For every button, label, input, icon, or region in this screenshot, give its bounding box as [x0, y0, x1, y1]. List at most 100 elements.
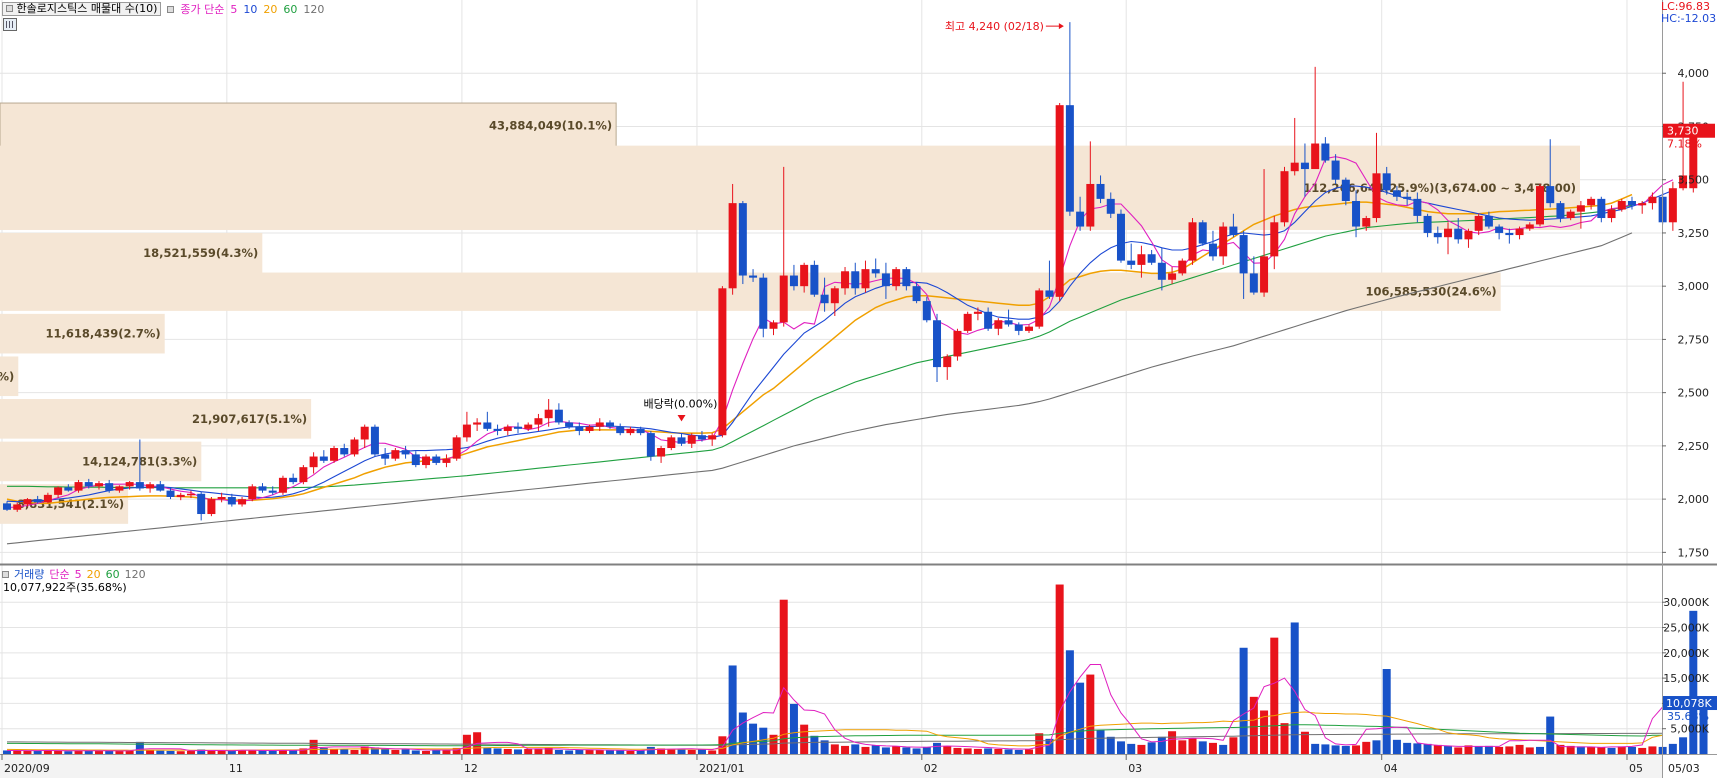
candle-body	[381, 454, 390, 459]
volume-bar	[1219, 744, 1228, 754]
volume-bar	[922, 746, 931, 754]
volume-bar	[984, 748, 993, 754]
candle-body	[830, 288, 839, 304]
volume-ma-20[interactable]: 20	[86, 567, 101, 581]
volume-bar	[207, 750, 216, 754]
volume-bar	[1208, 742, 1217, 754]
candle-body	[810, 264, 819, 295]
candle-body	[1137, 254, 1146, 265]
candle-body	[657, 448, 666, 457]
volume-bar	[851, 744, 860, 754]
chart-title: 한솔로지스틱스 매물대 수(10)	[16, 2, 158, 15]
candle-body	[268, 490, 277, 493]
candle-body	[432, 456, 441, 463]
volume-ma-60[interactable]: 60	[105, 567, 120, 581]
candle-body	[851, 271, 860, 289]
volume-profile-label: 21,907,617(5.1%)	[192, 412, 307, 426]
candle-body	[1229, 226, 1238, 236]
candle-body	[728, 203, 737, 289]
volume-bar	[830, 744, 839, 754]
candle-body	[401, 450, 410, 455]
volume-bar	[268, 750, 277, 754]
volume-bar	[330, 748, 339, 754]
candle-body	[738, 203, 747, 276]
volume-bar	[544, 747, 553, 754]
candle-body	[1116, 213, 1125, 261]
ma-legend-10[interactable]: 10	[243, 2, 258, 16]
volume-bar	[1403, 742, 1412, 754]
volume-bar	[1546, 716, 1555, 754]
dividend-annotation: 배당락(0.00%)	[644, 398, 718, 411]
ma-legend-5[interactable]: 5	[230, 2, 238, 16]
volume-bar	[708, 750, 717, 754]
candle-body	[452, 437, 461, 459]
volume-tick-label: 20,000K	[1663, 647, 1709, 660]
candle-body	[289, 477, 298, 483]
candle-body	[667, 437, 676, 449]
volume-bar	[871, 745, 880, 754]
volume-bar	[1525, 747, 1534, 754]
volume-bar	[595, 749, 604, 754]
volume-bar	[667, 748, 676, 754]
candle-body	[749, 275, 758, 278]
volume-ma-120[interactable]: 120	[124, 567, 146, 581]
candle-body	[84, 482, 93, 487]
candle-body	[248, 486, 257, 500]
volume-bar	[125, 750, 134, 754]
candle-body	[1157, 262, 1166, 280]
volume-ma60-line	[7, 724, 1663, 747]
candle-body	[1045, 290, 1054, 297]
ma-legend-60[interactable]: 60	[283, 2, 298, 16]
volume-bar	[841, 745, 850, 754]
ma-legend-20[interactable]: 20	[263, 2, 278, 16]
volume-bar	[1260, 710, 1269, 754]
volume-bar	[248, 749, 257, 754]
candle-body	[1689, 130, 1698, 189]
candle-body	[1444, 228, 1453, 238]
candle-body	[1188, 222, 1197, 261]
candle-body	[1556, 203, 1565, 219]
candle-body	[973, 311, 982, 314]
volume-ma-label[interactable]: 단순	[49, 568, 70, 581]
volume-profile-bar	[0, 356, 19, 397]
volume-bar	[687, 749, 696, 754]
volume-profile-bar	[0, 399, 312, 439]
volume-bar	[1474, 746, 1483, 754]
candle-body	[697, 435, 706, 440]
volume-title[interactable]: 거래량	[14, 568, 45, 581]
volume-profile-bar	[0, 102, 617, 149]
volume-ma-5[interactable]: 5	[74, 567, 82, 581]
candle-body	[227, 496, 236, 505]
volume-bar	[1178, 740, 1187, 754]
volume-bar	[350, 749, 359, 754]
volume-bar	[1648, 746, 1657, 754]
volume-bar	[657, 748, 666, 754]
volume-bar	[881, 747, 890, 754]
ma-legend-120[interactable]: 120	[303, 2, 325, 16]
candle-body	[238, 499, 247, 505]
grid-table-icon[interactable]	[3, 18, 17, 31]
volume-bar	[749, 723, 758, 754]
volume-bar	[176, 751, 185, 754]
title-box[interactable]: 한솔로지스틱스 매물대 수(10)	[2, 2, 162, 16]
candle-body	[1362, 218, 1371, 227]
volume-bar	[810, 735, 819, 754]
candle-body	[1270, 222, 1279, 257]
volume-bar	[1454, 747, 1463, 754]
current-volume-value: 10,078K	[1666, 697, 1712, 710]
volume-bar	[1014, 749, 1023, 754]
current-volume: 10,077,922주(35.68%)	[3, 581, 127, 594]
candle-body	[258, 486, 267, 491]
volume-bar	[227, 750, 236, 754]
candle-body	[1239, 235, 1248, 274]
volume-bar	[616, 750, 625, 754]
volume-bar	[605, 750, 614, 754]
volume-bar	[1270, 637, 1279, 754]
candle-body	[585, 426, 594, 431]
candle-body	[922, 301, 931, 321]
candle-body	[166, 490, 175, 497]
volume-profile-bar	[0, 232, 263, 274]
ma-legend-label[interactable]: 종가 단순	[180, 3, 225, 16]
volume-bar	[759, 727, 768, 754]
